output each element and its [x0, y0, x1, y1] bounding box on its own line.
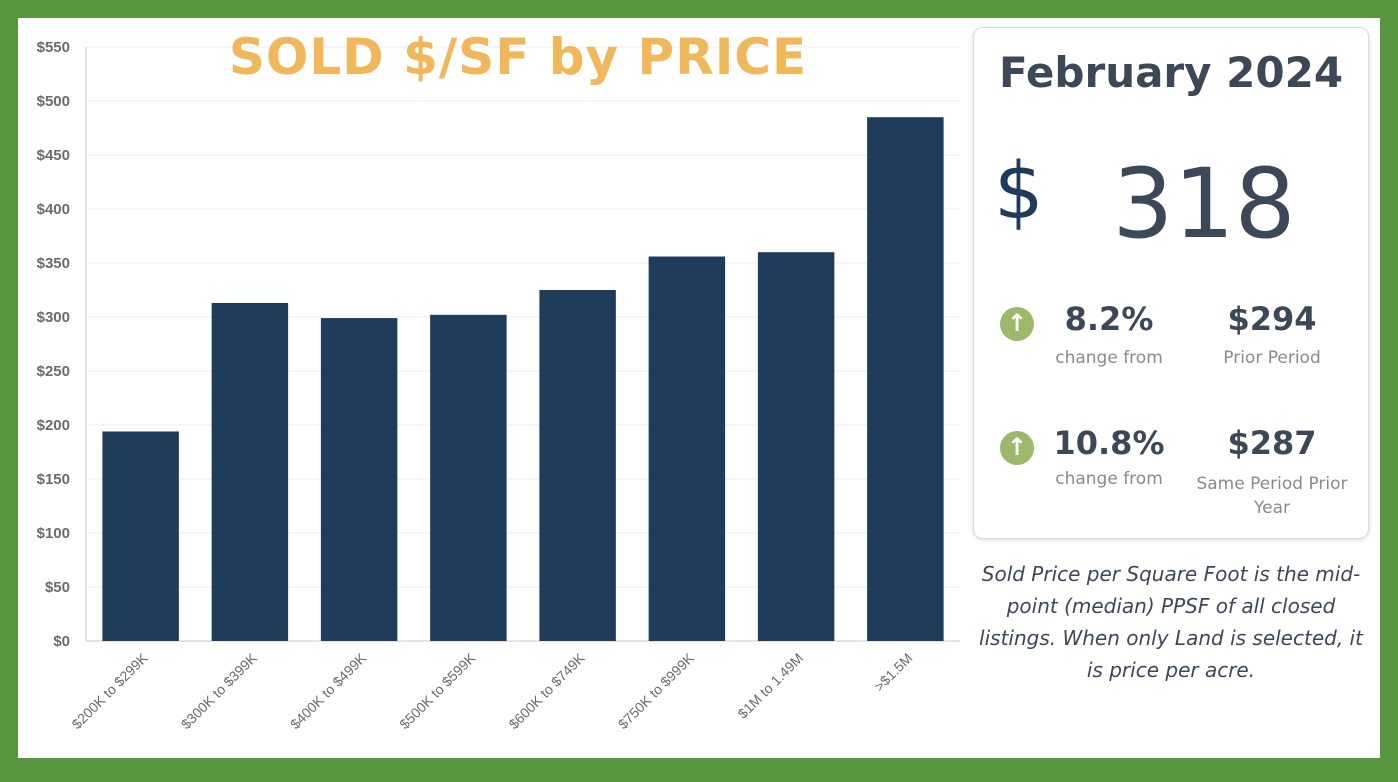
y-tick-label: $550: [37, 39, 70, 56]
y-tick-label: $350: [37, 255, 70, 272]
definition-note: Sold Price per Square Foot is the mid-po…: [979, 562, 1363, 682]
bar: [648, 256, 726, 641]
y-tick-label: $50: [45, 579, 70, 596]
change-percent: 10.8%: [1053, 424, 1165, 462]
period-label: February 2024: [998, 48, 1344, 97]
chart-title: SOLD $/SF by PRICE: [228, 28, 808, 86]
page-frame: $0 $50 $100 $150 $200 $250 $300 $350 $400 $450 $50…: [18, 18, 1380, 758]
y-tick-label: $150: [37, 471, 70, 488]
change-label: change from: [1055, 348, 1163, 368]
bar: [211, 302, 289, 641]
bar: [430, 314, 507, 641]
bar: [867, 117, 944, 641]
bar: [757, 252, 835, 641]
median-ppsf-value: 318: [1112, 148, 1296, 260]
bar-chart: $0 $50 $100 $150 $200 $250 $300 $350 $400 $450 $50…: [37, 39, 960, 732]
bar: [102, 431, 179, 641]
summary-card: February 2024 $ 318 ↑ 8.2% change from $…: [973, 27, 1369, 539]
x-tick-label: $500K to $599K: [396, 649, 479, 732]
x-tick-label: $750K to $999K: [615, 649, 698, 732]
y-tick-label: $100: [37, 525, 70, 542]
y-tick-label: $250: [37, 363, 70, 380]
prior-label: Prior Period: [1223, 348, 1321, 368]
x-tick-label: $600K to $749K: [505, 649, 588, 732]
prior-year-amount: $287: [1227, 424, 1317, 462]
arrow-up-icon: ↑: [1000, 431, 1034, 465]
bar: [320, 318, 398, 641]
x-tick-label: >$1.5M: [871, 650, 916, 695]
change-percent: 8.2%: [1064, 300, 1154, 338]
arrow-up-icon: ↑: [1000, 307, 1034, 341]
y-tick-label: $300: [37, 309, 70, 326]
y-tick-label: $200: [37, 417, 70, 434]
change-label: change from: [1055, 469, 1163, 489]
y-tick-label: $400: [37, 201, 70, 218]
currency-symbol: $: [994, 147, 1044, 237]
y-tick-label: $450: [37, 147, 70, 164]
prior-amount: $294: [1227, 300, 1317, 338]
y-tick-label: $500: [37, 93, 70, 110]
y-tick-label: $0: [53, 633, 70, 650]
x-tick-label: $200K to $299K: [68, 649, 151, 732]
x-tick-label: $300K to $399K: [178, 649, 261, 732]
prior-year-label: Same Period Prior Year: [1196, 474, 1348, 518]
bar: [539, 290, 616, 641]
x-tick-label: $1M to 1.49M: [734, 650, 806, 722]
x-tick-label: $400K to $499K: [287, 649, 370, 732]
